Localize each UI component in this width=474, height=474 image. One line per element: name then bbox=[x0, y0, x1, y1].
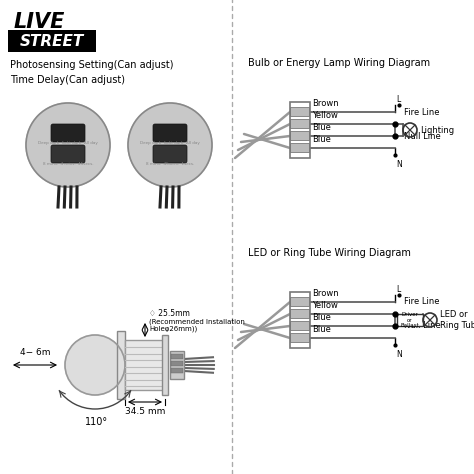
Text: ♢ 25.5mm: ♢ 25.5mm bbox=[149, 309, 190, 318]
FancyBboxPatch shape bbox=[291, 119, 310, 128]
Text: Photosensing Setting(Can adjust): Photosensing Setting(Can adjust) bbox=[10, 60, 173, 70]
Text: Yellow: Yellow bbox=[312, 111, 338, 120]
Text: Fire Line: Fire Line bbox=[404, 108, 439, 117]
FancyBboxPatch shape bbox=[171, 361, 183, 366]
Text: 34.5 mm: 34.5 mm bbox=[125, 407, 165, 416]
FancyBboxPatch shape bbox=[291, 144, 310, 153]
FancyBboxPatch shape bbox=[291, 334, 310, 343]
Text: 4− 6m: 4− 6m bbox=[20, 348, 50, 357]
Text: Deep dark  light dark  All day: Deep dark light dark All day bbox=[38, 141, 98, 145]
Text: (Recommended Installation: (Recommended Installation bbox=[149, 319, 245, 325]
Text: L: L bbox=[396, 95, 400, 104]
Text: Fire Line: Fire Line bbox=[404, 298, 439, 307]
FancyBboxPatch shape bbox=[291, 131, 310, 140]
FancyBboxPatch shape bbox=[162, 335, 168, 395]
FancyBboxPatch shape bbox=[291, 310, 310, 319]
Text: STREET: STREET bbox=[20, 34, 84, 48]
FancyBboxPatch shape bbox=[51, 145, 85, 163]
Text: N: N bbox=[396, 350, 402, 359]
Text: Null Line: Null Line bbox=[404, 321, 441, 330]
FancyBboxPatch shape bbox=[291, 321, 310, 330]
Text: Blue: Blue bbox=[312, 313, 331, 322]
Text: Brown: Brown bbox=[312, 99, 338, 108]
FancyBboxPatch shape bbox=[171, 368, 183, 373]
Text: Deep dark  light dark  All day: Deep dark light dark All day bbox=[140, 141, 200, 145]
FancyBboxPatch shape bbox=[291, 298, 310, 307]
Text: 8 mins.  4 mins.  45secs.: 8 mins. 4 mins. 45secs. bbox=[43, 162, 93, 166]
FancyBboxPatch shape bbox=[153, 124, 187, 142]
Text: LED or Ring Tube Wiring Diagram: LED or Ring Tube Wiring Diagram bbox=[248, 248, 411, 258]
FancyBboxPatch shape bbox=[290, 102, 310, 158]
FancyBboxPatch shape bbox=[125, 340, 165, 390]
FancyBboxPatch shape bbox=[153, 145, 187, 163]
Text: L: L bbox=[396, 285, 400, 294]
FancyBboxPatch shape bbox=[51, 124, 85, 142]
Text: Lighting: Lighting bbox=[420, 126, 454, 135]
Text: Blue: Blue bbox=[312, 325, 331, 334]
Text: Time Delay(Can adjust): Time Delay(Can adjust) bbox=[10, 75, 125, 85]
Text: LED or
Ring Tube: LED or Ring Tube bbox=[440, 310, 474, 330]
Text: LIVE: LIVE bbox=[14, 12, 65, 32]
Text: Driver
or
Ballast: Driver or Ballast bbox=[401, 312, 419, 328]
Text: Blue: Blue bbox=[312, 135, 331, 144]
Text: N: N bbox=[396, 160, 402, 169]
FancyBboxPatch shape bbox=[170, 351, 184, 379]
FancyBboxPatch shape bbox=[291, 108, 310, 117]
FancyBboxPatch shape bbox=[117, 331, 125, 399]
Text: 110°: 110° bbox=[85, 417, 109, 427]
FancyBboxPatch shape bbox=[171, 354, 183, 359]
Text: Yellow: Yellow bbox=[312, 301, 338, 310]
FancyBboxPatch shape bbox=[397, 314, 423, 326]
Text: Blue: Blue bbox=[312, 123, 331, 132]
Text: 8 mins.  45secs.  1secs.: 8 mins. 45secs. 1secs. bbox=[146, 162, 194, 166]
FancyBboxPatch shape bbox=[290, 292, 310, 348]
Text: Null Line: Null Line bbox=[404, 131, 441, 140]
Circle shape bbox=[26, 103, 110, 187]
Text: Bulb or Energy Lamp Wiring Diagram: Bulb or Energy Lamp Wiring Diagram bbox=[248, 58, 430, 68]
FancyBboxPatch shape bbox=[8, 30, 96, 52]
Text: Holeφ26mm)): Holeφ26mm)) bbox=[149, 326, 197, 332]
Circle shape bbox=[65, 335, 125, 395]
Text: Brown: Brown bbox=[312, 289, 338, 298]
Circle shape bbox=[128, 103, 212, 187]
